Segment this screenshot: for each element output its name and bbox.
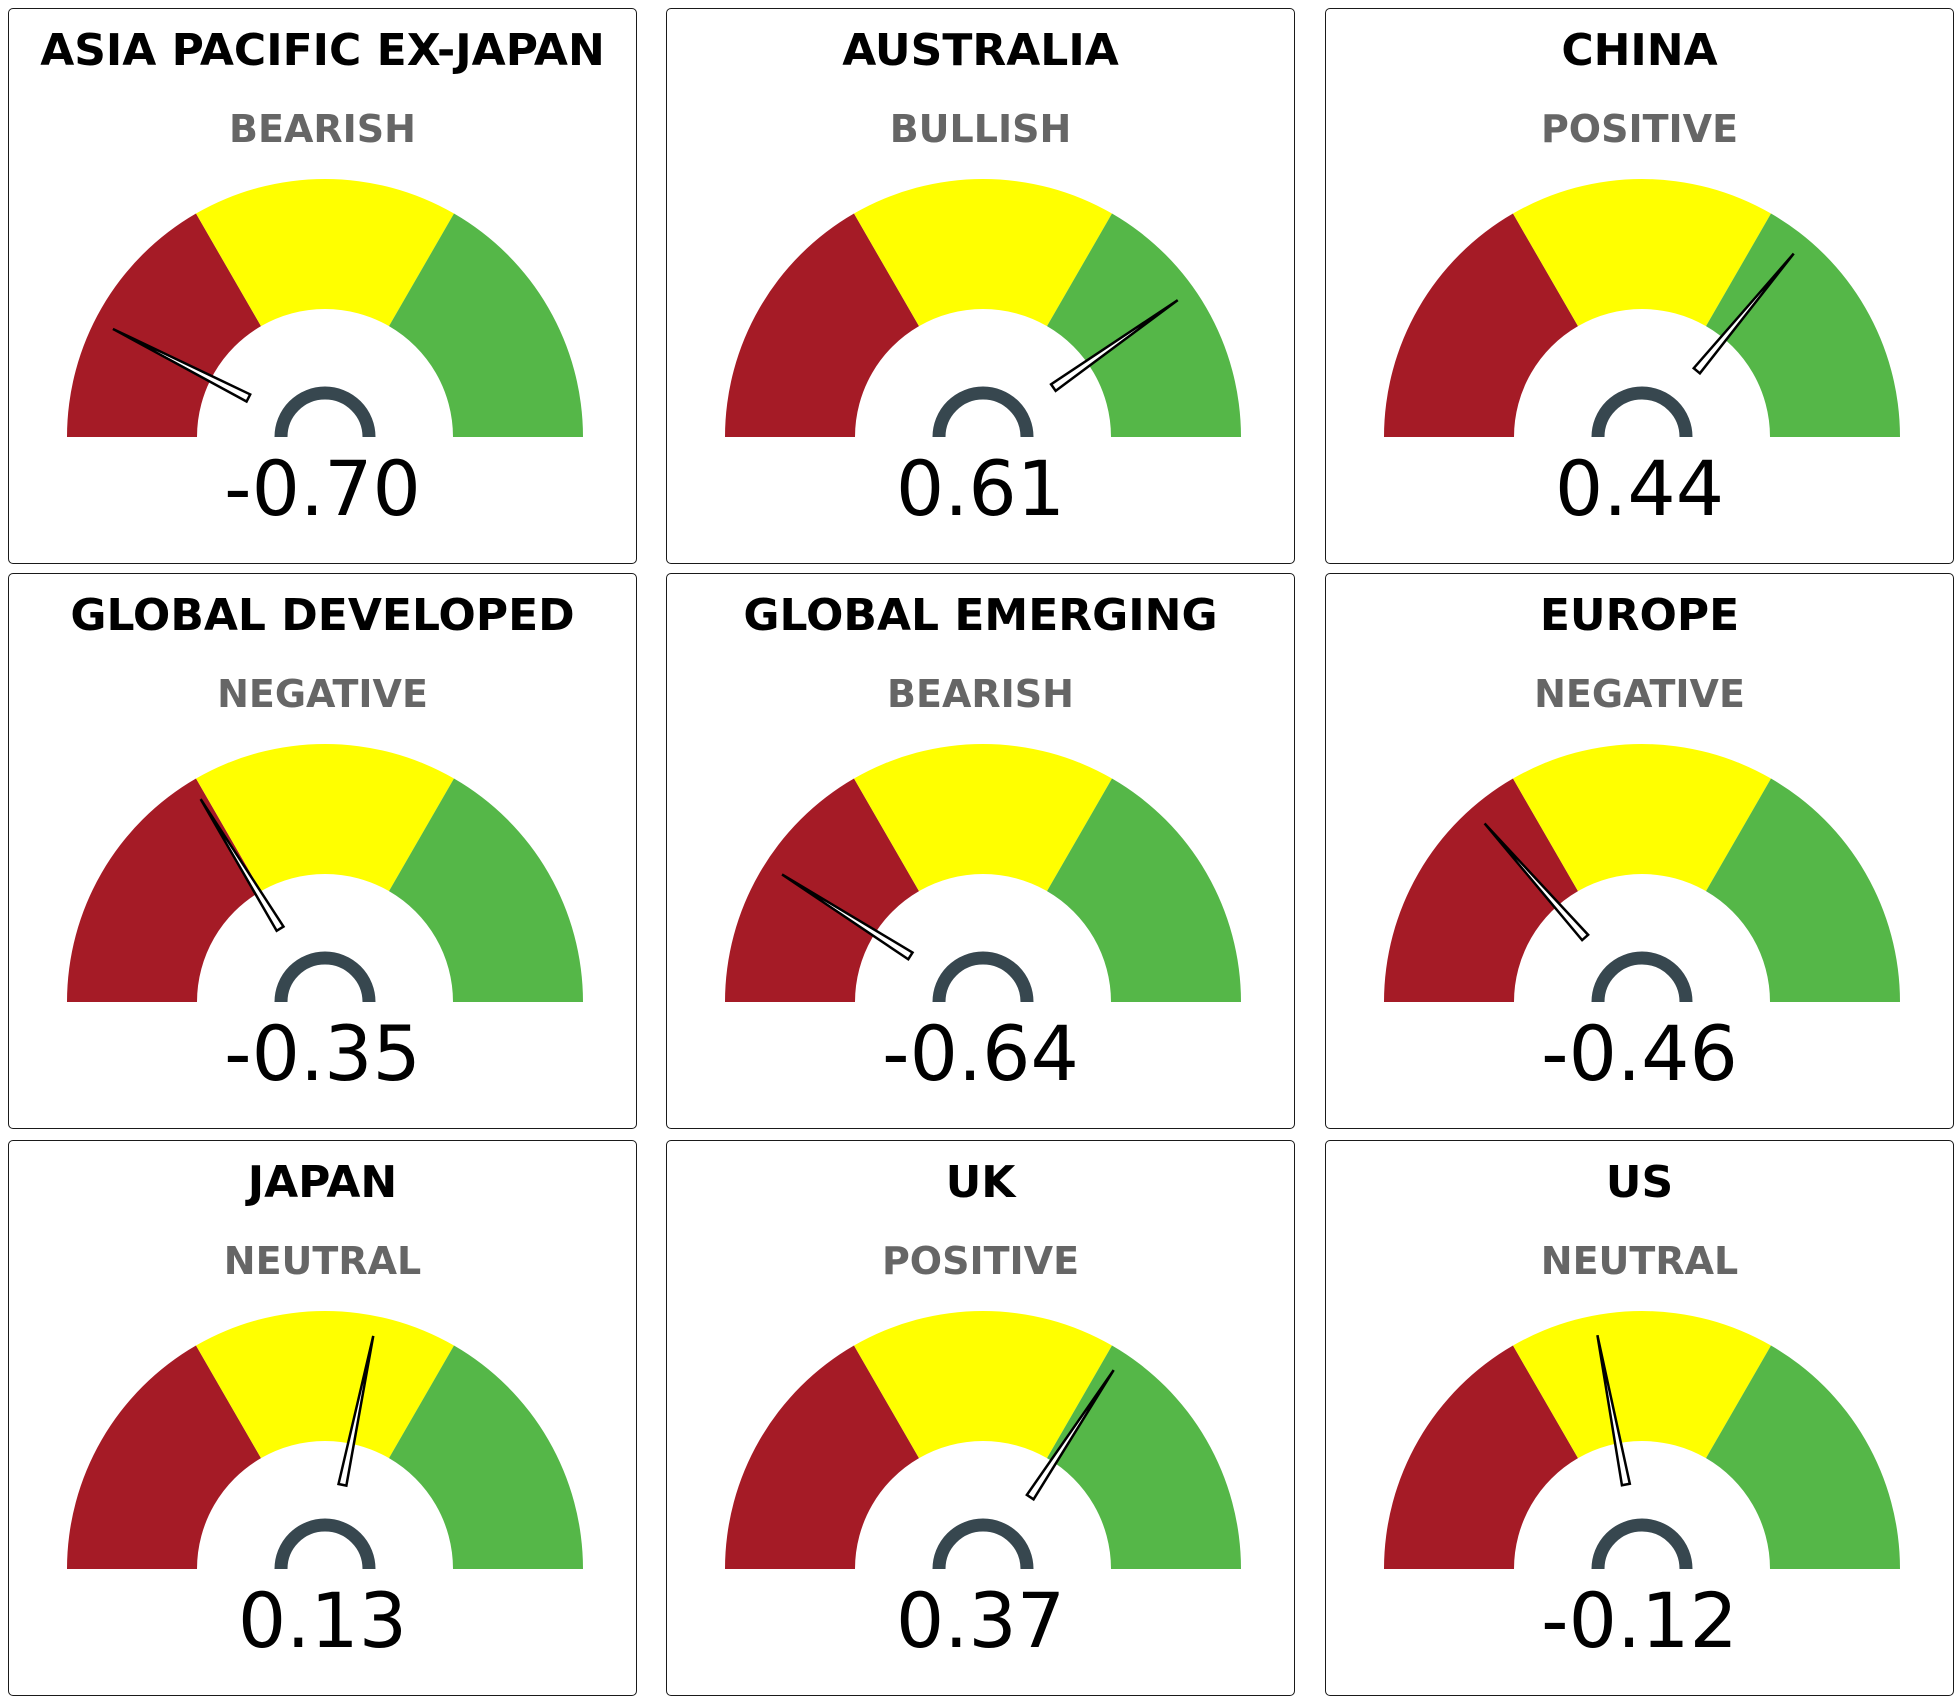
bearish-band bbox=[67, 778, 262, 1002]
region-title: ASIA PACIFIC EX-JAPAN bbox=[40, 25, 605, 76]
gauge-panel: CHINA POSITIVE 0.44 bbox=[1325, 8, 1954, 564]
gauge-panel: UK POSITIVE 0.37 bbox=[666, 1140, 1295, 1696]
neutral-band bbox=[196, 178, 454, 327]
bullish-band bbox=[1046, 778, 1241, 1002]
gauge-dial bbox=[67, 1311, 583, 1570]
region-title: GLOBAL EMERGING bbox=[743, 590, 1218, 641]
gauge-needle bbox=[1691, 252, 1795, 376]
gauge-needle bbox=[112, 327, 252, 404]
needle-hub bbox=[274, 951, 376, 1003]
sentiment-label: NEUTRAL bbox=[1540, 1239, 1739, 1283]
gauge-needle bbox=[1483, 822, 1590, 942]
region-title: CHINA bbox=[1561, 25, 1718, 76]
score-value: -0.12 bbox=[1541, 1576, 1738, 1665]
region-title: US bbox=[1605, 1157, 1674, 1208]
gauge-grid: ASIA PACIFIC EX-JAPAN BEARISH -0.70 AUSTRAL… bbox=[8, 8, 1958, 1702]
gauge-panel: US NEUTRAL -0.12 bbox=[1325, 1140, 1954, 1696]
gauge-panel: GLOBAL EMERGING BEARISH -0.64 bbox=[666, 573, 1295, 1129]
gauge-dial bbox=[1384, 178, 1900, 438]
sentiment-label: NEUTRAL bbox=[223, 1239, 422, 1283]
neutral-band bbox=[1513, 178, 1771, 327]
gauge-needle bbox=[781, 873, 915, 962]
score-value: -0.64 bbox=[882, 1009, 1079, 1098]
gauge-dial bbox=[67, 178, 583, 438]
bullish-band bbox=[1705, 778, 1900, 1002]
gauge-needle bbox=[1049, 299, 1179, 393]
needle-hub bbox=[1591, 1518, 1693, 1570]
gauge-needle bbox=[1596, 1334, 1632, 1487]
score-value: 0.61 bbox=[895, 444, 1066, 533]
gauge-panel: AUSTRALIA BULLISH 0.61 bbox=[666, 8, 1295, 564]
gauge-dial bbox=[1384, 744, 1900, 1003]
sentiment-label: NEGATIVE bbox=[1534, 672, 1745, 716]
gauge-panel: GLOBAL DEVELOPED NEGATIVE -0.35 bbox=[8, 573, 637, 1129]
sentiment-label: BEARISH bbox=[887, 672, 1074, 716]
gauge-panel: EUROPE NEGATIVE -0.46 bbox=[1325, 573, 1954, 1129]
gauge-needle bbox=[1025, 1369, 1115, 1502]
neutral-band bbox=[196, 1311, 454, 1459]
bearish-band bbox=[1384, 778, 1579, 1002]
neutral-band bbox=[854, 178, 1112, 327]
gauge-panel: JAPAN NEUTRAL 0.13 bbox=[8, 1140, 637, 1696]
bullish-band bbox=[388, 213, 583, 437]
region-title: JAPAN bbox=[247, 1157, 398, 1208]
score-value: 0.37 bbox=[895, 1576, 1066, 1665]
needle-hub bbox=[1591, 386, 1693, 438]
neutral-band bbox=[1513, 1311, 1771, 1459]
score-value: 0.44 bbox=[1554, 444, 1725, 533]
bullish-band bbox=[388, 1345, 583, 1569]
bearish-band bbox=[725, 213, 920, 437]
region-title: EUROPE bbox=[1539, 590, 1740, 641]
needle-hub bbox=[1591, 951, 1693, 1003]
region-title: GLOBAL DEVELOPED bbox=[70, 590, 575, 641]
gauge-dial bbox=[1384, 1311, 1900, 1570]
bearish-band bbox=[1384, 213, 1579, 437]
bullish-band bbox=[388, 778, 583, 1002]
sentiment-label: NEGATIVE bbox=[217, 672, 428, 716]
bearish-band bbox=[67, 1345, 262, 1569]
gauge-dial bbox=[67, 744, 583, 1003]
neutral-band bbox=[854, 1311, 1112, 1459]
gauge-dial bbox=[725, 744, 1241, 1003]
needle-hub bbox=[274, 1518, 376, 1570]
needle-hub bbox=[932, 1518, 1034, 1570]
score-value: -0.46 bbox=[1541, 1009, 1738, 1098]
sentiment-label: BEARISH bbox=[229, 107, 416, 151]
neutral-band bbox=[1513, 744, 1771, 892]
gauge-needle bbox=[337, 1335, 375, 1488]
needle-hub bbox=[274, 386, 376, 438]
gauge-needle bbox=[199, 798, 286, 933]
bullish-band bbox=[1705, 213, 1900, 437]
gauge-dial bbox=[725, 1311, 1241, 1570]
sentiment-label: BULLISH bbox=[889, 107, 1072, 151]
neutral-band bbox=[854, 744, 1112, 892]
score-value: -0.70 bbox=[224, 444, 421, 533]
bullish-band bbox=[1705, 1345, 1900, 1569]
score-value: -0.35 bbox=[224, 1009, 421, 1098]
needle-hub bbox=[932, 951, 1034, 1003]
needle-hub bbox=[932, 386, 1034, 438]
gauge-panel: ASIA PACIFIC EX-JAPAN BEARISH -0.70 bbox=[8, 8, 637, 564]
neutral-band bbox=[196, 744, 454, 892]
sentiment-label: POSITIVE bbox=[881, 1239, 1080, 1283]
score-value: 0.13 bbox=[237, 1576, 408, 1665]
sentiment-label: POSITIVE bbox=[1540, 107, 1739, 151]
region-title: UK bbox=[945, 1157, 1016, 1208]
gauge-dial bbox=[725, 178, 1241, 438]
bearish-band bbox=[725, 778, 920, 1002]
region-title: AUSTRALIA bbox=[842, 25, 1119, 76]
bearish-band bbox=[1384, 1345, 1579, 1569]
bearish-band bbox=[67, 213, 262, 437]
bearish-band bbox=[725, 1345, 920, 1569]
